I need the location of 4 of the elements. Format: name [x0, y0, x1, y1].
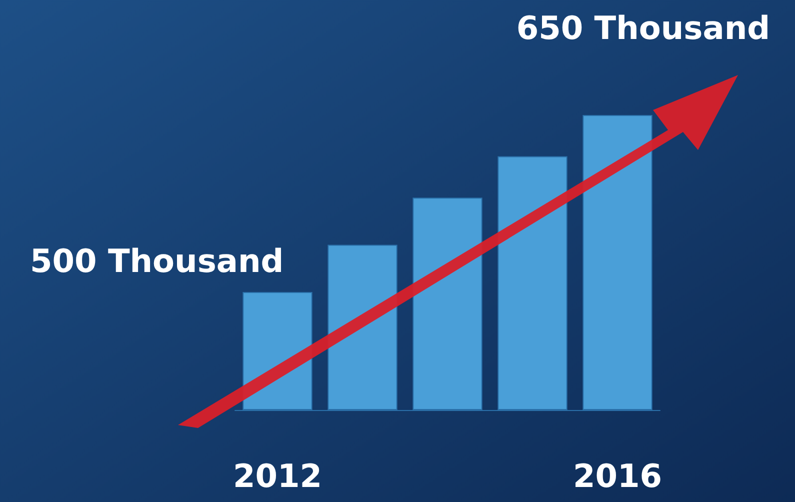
- text: 650 Thousand: [516, 9, 770, 47]
- x-tick-label: 2012: [232, 457, 322, 495]
- annotation: 500 Thousand: [30, 242, 284, 280]
- x-tick-label: 2016: [572, 457, 662, 495]
